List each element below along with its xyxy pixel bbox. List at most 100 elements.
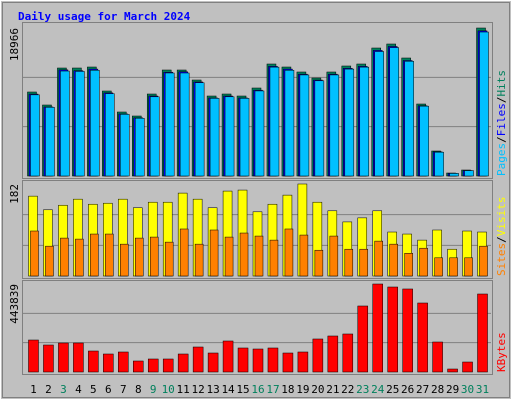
- bar: [120, 114, 130, 177]
- bar: [239, 232, 249, 277]
- bar: [58, 342, 69, 373]
- bar: [404, 61, 414, 177]
- bar: [177, 353, 189, 373]
- bar: [164, 72, 175, 177]
- bar: [297, 351, 309, 373]
- bar: [327, 335, 339, 373]
- bar: [164, 241, 174, 277]
- y-tick-label: 18966: [8, 28, 21, 61]
- bar: [434, 151, 444, 177]
- x-tick-label: 4: [75, 383, 82, 396]
- y-tick-label: 182: [8, 184, 21, 204]
- bar: [329, 74, 340, 177]
- bar: [60, 237, 69, 277]
- legend-entry: Files: [495, 103, 508, 136]
- bar: [75, 71, 85, 177]
- x-tick-label: 8: [135, 383, 142, 396]
- bar: [254, 235, 264, 277]
- bar: [194, 82, 205, 177]
- bar: [404, 253, 413, 277]
- bar: [90, 70, 100, 177]
- bar: [45, 245, 54, 277]
- bar: [28, 339, 39, 373]
- legend-entry: Hits: [495, 70, 508, 97]
- bar: [224, 96, 235, 177]
- bar: [209, 229, 219, 277]
- bar: [299, 234, 309, 277]
- x-tick-label: 7: [120, 383, 127, 396]
- x-tick-label: 12: [192, 383, 205, 396]
- bar: [359, 66, 370, 177]
- bar: [194, 243, 204, 277]
- legend: Sites/Visits: [495, 197, 508, 277]
- bar: [284, 228, 294, 277]
- legend-separator: /: [495, 97, 508, 104]
- bar: [45, 107, 55, 177]
- bar: [402, 288, 413, 373]
- bar: [464, 170, 474, 177]
- bar: [447, 368, 458, 373]
- bar: [449, 257, 458, 277]
- bar: [90, 233, 99, 277]
- bar: [105, 93, 115, 177]
- x-tick-label: 10: [162, 383, 175, 396]
- bar: [479, 31, 489, 177]
- x-tick-label: 15: [236, 383, 249, 396]
- bar: [314, 249, 324, 277]
- bar: [374, 51, 384, 177]
- bar: [120, 243, 129, 277]
- bar: [389, 47, 399, 177]
- y-tick-label: 443839: [8, 284, 21, 324]
- bar: [118, 351, 129, 373]
- legend-entry: Visits: [495, 197, 508, 237]
- bar: [479, 245, 488, 277]
- bar: [449, 173, 459, 177]
- bar: [88, 350, 99, 373]
- bar: [105, 233, 114, 277]
- x-tick-label: 22: [341, 383, 354, 396]
- bar: [357, 305, 369, 373]
- x-tick-label: 5: [90, 383, 97, 396]
- bar: [75, 238, 84, 277]
- x-tick-label: 21: [326, 383, 339, 396]
- bar: [432, 341, 443, 373]
- bar: [239, 98, 250, 177]
- legend-separator: /: [495, 236, 508, 243]
- x-tick-label: 20: [311, 383, 324, 396]
- x-tick-label: 3: [60, 383, 67, 396]
- bar: [329, 235, 339, 277]
- bar: [464, 257, 473, 277]
- legend-entry: Sites: [495, 243, 508, 276]
- bar: [477, 293, 488, 373]
- bar: [73, 342, 84, 373]
- x-tick-label: 9: [150, 383, 157, 396]
- x-tick-label: 28: [431, 383, 444, 396]
- bar: [267, 347, 279, 373]
- bar: [269, 66, 280, 177]
- bar: [162, 358, 174, 373]
- bar: [312, 338, 324, 373]
- bar: [342, 333, 354, 373]
- bar: [284, 70, 295, 177]
- bar: [222, 340, 234, 373]
- bar: [417, 302, 428, 373]
- bar: [419, 105, 429, 177]
- x-tick-label: 13: [206, 383, 219, 396]
- bar: [387, 286, 398, 373]
- bar: [372, 283, 383, 373]
- bar: [344, 248, 354, 277]
- bar: [344, 68, 355, 177]
- x-tick-label: 24: [371, 383, 385, 396]
- legend: Pages/Files/Hits: [495, 70, 508, 176]
- bar: [103, 353, 114, 373]
- bar: [207, 352, 219, 373]
- x-tick-label: 29: [446, 383, 459, 396]
- legend-separator: /: [495, 136, 508, 143]
- bar: [282, 352, 294, 373]
- legend: KBytes: [495, 332, 508, 372]
- x-tick-label: 18: [281, 383, 294, 396]
- bar: [179, 228, 189, 277]
- bar: [224, 236, 234, 277]
- bar: [133, 360, 144, 373]
- bar: [237, 347, 249, 373]
